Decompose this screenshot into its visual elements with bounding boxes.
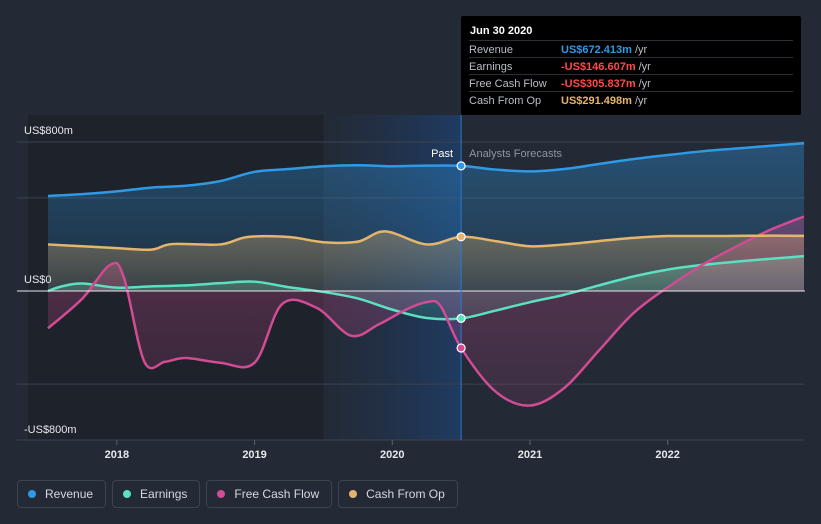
y-label-bottom: -US$800m — [24, 424, 77, 436]
tooltip-value-text: -US$146.607m — [561, 61, 636, 73]
marker-free-cash-flow — [456, 343, 466, 353]
y-label-top: US$800m — [24, 125, 73, 137]
tooltip-label: Free Cash Flow — [469, 78, 547, 90]
marker-earnings — [456, 313, 466, 323]
tooltip-unit: /yr — [634, 44, 648, 56]
tooltip-value: US$672.413m/yr — [561, 44, 647, 56]
y-label-zero: US$0 — [24, 274, 52, 286]
tooltip-value-text: US$672.413m — [561, 44, 632, 56]
legend-dot-icon — [123, 490, 132, 498]
tooltip-unit: /yr — [638, 61, 651, 73]
forecast-label: Analysts Forecasts — [469, 148, 562, 160]
tooltip-row-free-cash-flow: Free Cash Flow -US$305.837m/yr — [469, 74, 793, 92]
chart: US$800m US$0 -US$800m Past Analysts Forecast… — [17, 115, 805, 461]
tooltip-unit: /yr — [638, 78, 651, 90]
tooltip-row-cash-from-op: Cash From Op US$291.498m/yr — [469, 91, 793, 109]
legend-dot-icon — [28, 490, 36, 498]
marker-cash-from-op — [456, 232, 466, 242]
x-tick-label: 2022 — [655, 449, 679, 461]
tooltip-value: -US$146.607m/yr — [561, 61, 651, 73]
legend-item-revenue[interactable]: Revenue — [17, 480, 107, 508]
legend-item-free-cash-flow[interactable]: Free Cash Flow — [206, 480, 333, 508]
tooltip-label: Revenue — [469, 44, 514, 56]
x-tick-label: 2020 — [380, 449, 404, 461]
legend: Revenue Earnings Free Cash Flow Cash Fro… — [17, 480, 464, 510]
series-line-cash-from-op — [47, 230, 805, 252]
tooltip-label: Earnings — [469, 61, 513, 73]
tooltip-value-text: -US$305.837m — [561, 78, 636, 90]
legend-label: Free Cash Flow — [234, 487, 320, 501]
x-tick-label: 2018 — [105, 449, 129, 461]
legend-dot-icon — [217, 490, 226, 498]
legend-item-earnings[interactable]: Earnings — [112, 480, 201, 508]
past-label: Past — [431, 148, 453, 160]
tooltip: Jun 30 2020 Revenue US$672.413m/yr Earni… — [461, 16, 801, 115]
tooltip-value: -US$305.837m/yr — [561, 78, 651, 90]
legend-label: Cash From Op — [366, 487, 445, 501]
series-line-free-cash-flow — [47, 215, 805, 407]
legend-item-cash-from-op[interactable]: Cash From Op — [338, 480, 458, 508]
series-line-earnings — [47, 254, 805, 321]
tooltip-row-revenue: Revenue US$672.413m/yr — [469, 40, 793, 58]
tooltip-unit: /yr — [634, 95, 648, 107]
tooltip-date: Jun 30 2020 — [470, 25, 533, 37]
x-tick-label: 2019 — [242, 449, 266, 461]
area-cash-from-op — [48, 231, 804, 291]
x-tick-label: 2021 — [518, 449, 542, 461]
legend-dot-icon — [349, 490, 358, 498]
marker-revenue — [456, 161, 466, 171]
series-line-revenue — [47, 142, 805, 198]
tooltip-value-text: US$291.498m — [561, 95, 632, 107]
legend-label: Revenue — [45, 487, 94, 501]
area-free-cash-flow — [48, 216, 804, 406]
tooltip-value: US$291.498m/yr — [561, 95, 647, 107]
legend-label: Earnings — [140, 487, 188, 501]
tooltip-label: Cash From Op — [469, 95, 542, 107]
tooltip-row-earnings: Earnings -US$146.607m/yr — [469, 57, 793, 75]
